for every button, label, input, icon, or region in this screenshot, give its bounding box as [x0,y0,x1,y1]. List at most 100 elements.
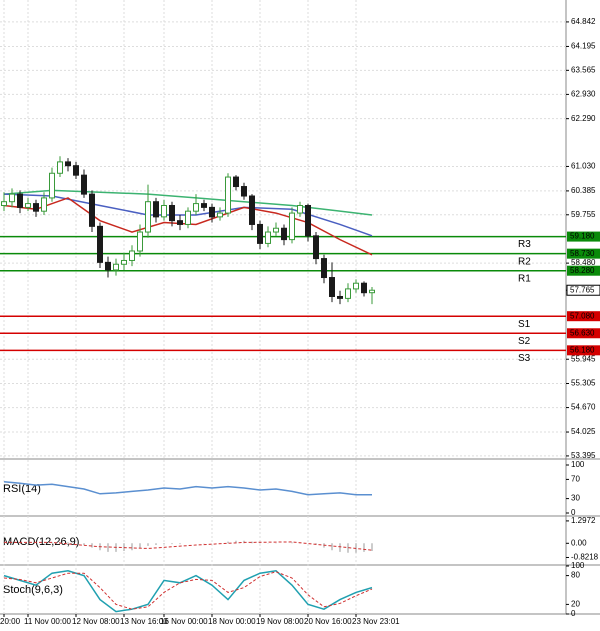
candle-body [49,172,55,199]
pane-title: RSI(14) [3,483,41,495]
candle-body [361,282,367,294]
candle-body [137,231,143,252]
candle-body [257,223,263,244]
indicator-line [3,481,372,496]
price-box-label: 58.280 [570,266,595,275]
y-tick-label: 30 [571,494,580,503]
y-tick-label: 80 [571,571,580,580]
price-box [567,265,600,276]
price-box [567,345,600,356]
y-tick-label: 61.030 [571,162,596,171]
candle-body [145,201,151,233]
x-tick-label: 20:00 [0,617,21,626]
candle-body [9,193,15,203]
candle-body [217,212,223,218]
candle-body [201,203,207,208]
price-box-label: 59.180 [570,232,595,241]
candle-body [225,176,231,214]
candle-body [185,210,191,225]
y-tick-label: 60.385 [571,186,596,195]
candle-body [193,203,199,212]
y-tick-label: 58.480 [571,258,596,267]
x-tick-label: 23 Nov 23:01 [352,617,400,626]
candle-body [161,204,167,218]
candle-body [313,235,319,260]
candle-body [81,174,87,195]
x-tick-label: 20 Nov 16:00 [304,617,352,626]
candle-body [169,204,175,222]
y-tick-label: 1.2972 [571,516,596,525]
y-tick-label: 62.930 [571,90,596,99]
pane-title: Stoch(9,6,3) [3,584,63,596]
candle-body [41,197,47,212]
x-tick-label: 12 Nov 08:00 [72,617,120,626]
last-price-label: 57.765 [570,285,595,294]
candle-body [337,295,343,299]
candle-body [289,212,295,241]
candle-body [1,201,7,206]
candle-body [97,225,103,263]
indicator-line [3,571,373,610]
level-name: R2 [518,256,531,267]
price-box-label: 58.730 [570,249,595,258]
level-name: S2 [518,336,531,347]
candle-body [113,263,119,271]
candle-body [345,288,351,299]
candle-body [73,165,79,176]
price-box-label: 56.630 [570,328,595,337]
y-tick-label: 64.195 [571,42,596,51]
price-box [567,231,600,242]
x-tick-label: 13 Nov 16:00 [120,617,168,626]
candle-body [25,203,31,208]
pane-title: MACD(12,26,9) [3,536,79,548]
candle-body [17,193,23,208]
y-tick-label: 0 [571,609,576,618]
candle-body [129,250,135,261]
x-tick-label: 19 Nov 08:00 [256,617,304,626]
candle-body [153,201,159,218]
candle-body [57,161,63,174]
candle-body [249,195,255,225]
y-tick-label: 59.755 [571,210,596,219]
candle-body [281,227,287,241]
x-tick-label: 18 Nov 00:00 [208,617,256,626]
level-name: S1 [518,319,531,330]
last-price-box [566,284,600,296]
y-tick-label: 100 [571,561,585,570]
candle-body [65,161,71,167]
candle-body [105,261,111,271]
price-box-label: 57.080 [570,311,595,320]
candle-body [241,186,247,197]
candle-body [233,176,239,188]
y-tick-label: 64.842 [571,17,596,26]
candle-body [321,258,327,279]
y-tick-label: 63.565 [571,65,596,74]
y-tick-label: -0.8218 [571,553,599,562]
price-box [567,311,600,322]
candle-body [89,193,95,227]
candle-body [329,277,335,297]
candle-body [33,203,39,212]
indicator-line [3,570,373,613]
candle-body [369,289,375,294]
y-tick-label: 100 [571,460,585,469]
price-box [567,328,600,339]
y-tick-label: 55.305 [571,379,596,388]
price-box-label: 56.180 [570,345,595,354]
y-tick-label: 20 [571,600,580,609]
y-tick-label: 0 [571,508,576,517]
candle-body [177,220,183,225]
y-tick-label: 70 [571,475,580,484]
level-name: R1 [518,273,531,284]
y-tick-label: 55.945 [571,354,596,363]
y-tick-label: 54.670 [571,403,596,412]
y-tick-label: 62.290 [571,114,596,123]
price-box [567,248,600,259]
candle-body [121,259,127,265]
y-tick-label: 53.395 [571,451,596,460]
candle-body [353,282,359,290]
y-tick-label: 0.00 [571,538,587,547]
candle-body [273,227,279,233]
x-tick-label: 11 Nov 00:00 [24,617,72,626]
